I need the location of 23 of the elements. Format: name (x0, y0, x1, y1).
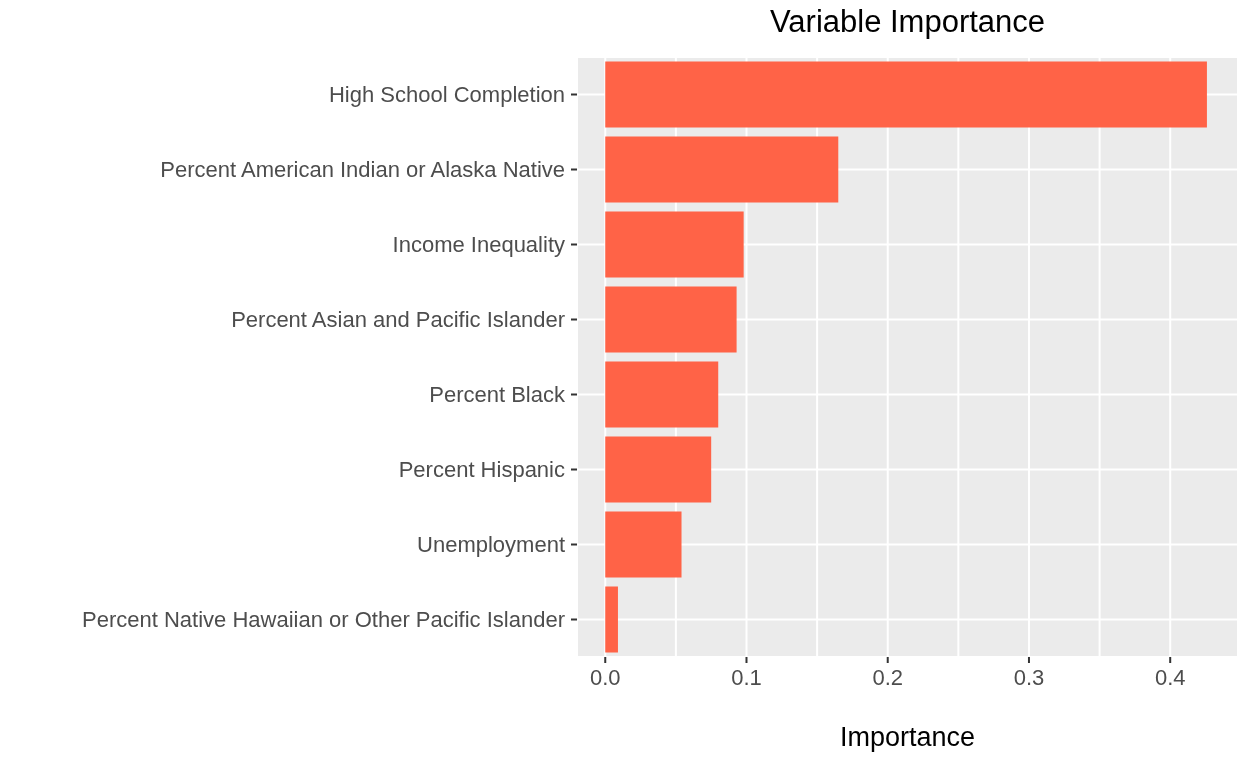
y-tick-label: Percent Native Hawaiian or Other Pacific Islander (82, 607, 565, 633)
x-axis-title: Importance (838, 722, 977, 753)
y-tick-label: Percent Black (429, 382, 566, 408)
bar (605, 286, 737, 353)
y-tick-label: Percent American Indian or Alaska Native (160, 157, 565, 183)
bar (605, 211, 744, 278)
bar (605, 586, 618, 653)
y-tick-label: Percent Hispanic (398, 457, 565, 483)
y-tick-label: Income Inequality (392, 232, 565, 258)
x-tick-label: 0.0 (589, 665, 621, 690)
y-tick-label: Percent Asian and Pacific Islander (231, 307, 565, 333)
bar (605, 61, 1207, 128)
x-tick-label: 0.3 (1013, 665, 1045, 690)
x-tick-label: 0.2 (872, 665, 904, 690)
y-tick-label: Unemployment (417, 532, 565, 558)
x-tick-label: 0.4 (1154, 665, 1186, 690)
y-tick-label: High School Completion (328, 82, 565, 108)
bar (605, 361, 719, 428)
chart-title: Variable Importance (768, 4, 1047, 40)
bar (605, 436, 712, 503)
x-tick-label: 0.1 (731, 665, 762, 690)
bar (605, 136, 839, 203)
bar (605, 511, 682, 578)
